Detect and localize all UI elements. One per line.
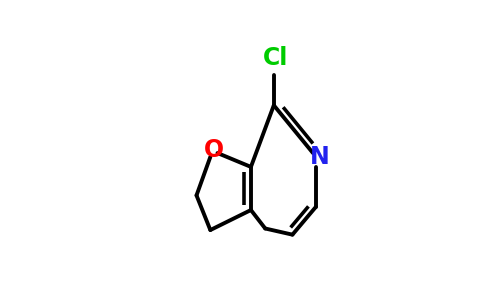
Text: N: N (310, 145, 330, 169)
Text: O: O (204, 138, 224, 162)
Text: Cl: Cl (263, 46, 288, 70)
